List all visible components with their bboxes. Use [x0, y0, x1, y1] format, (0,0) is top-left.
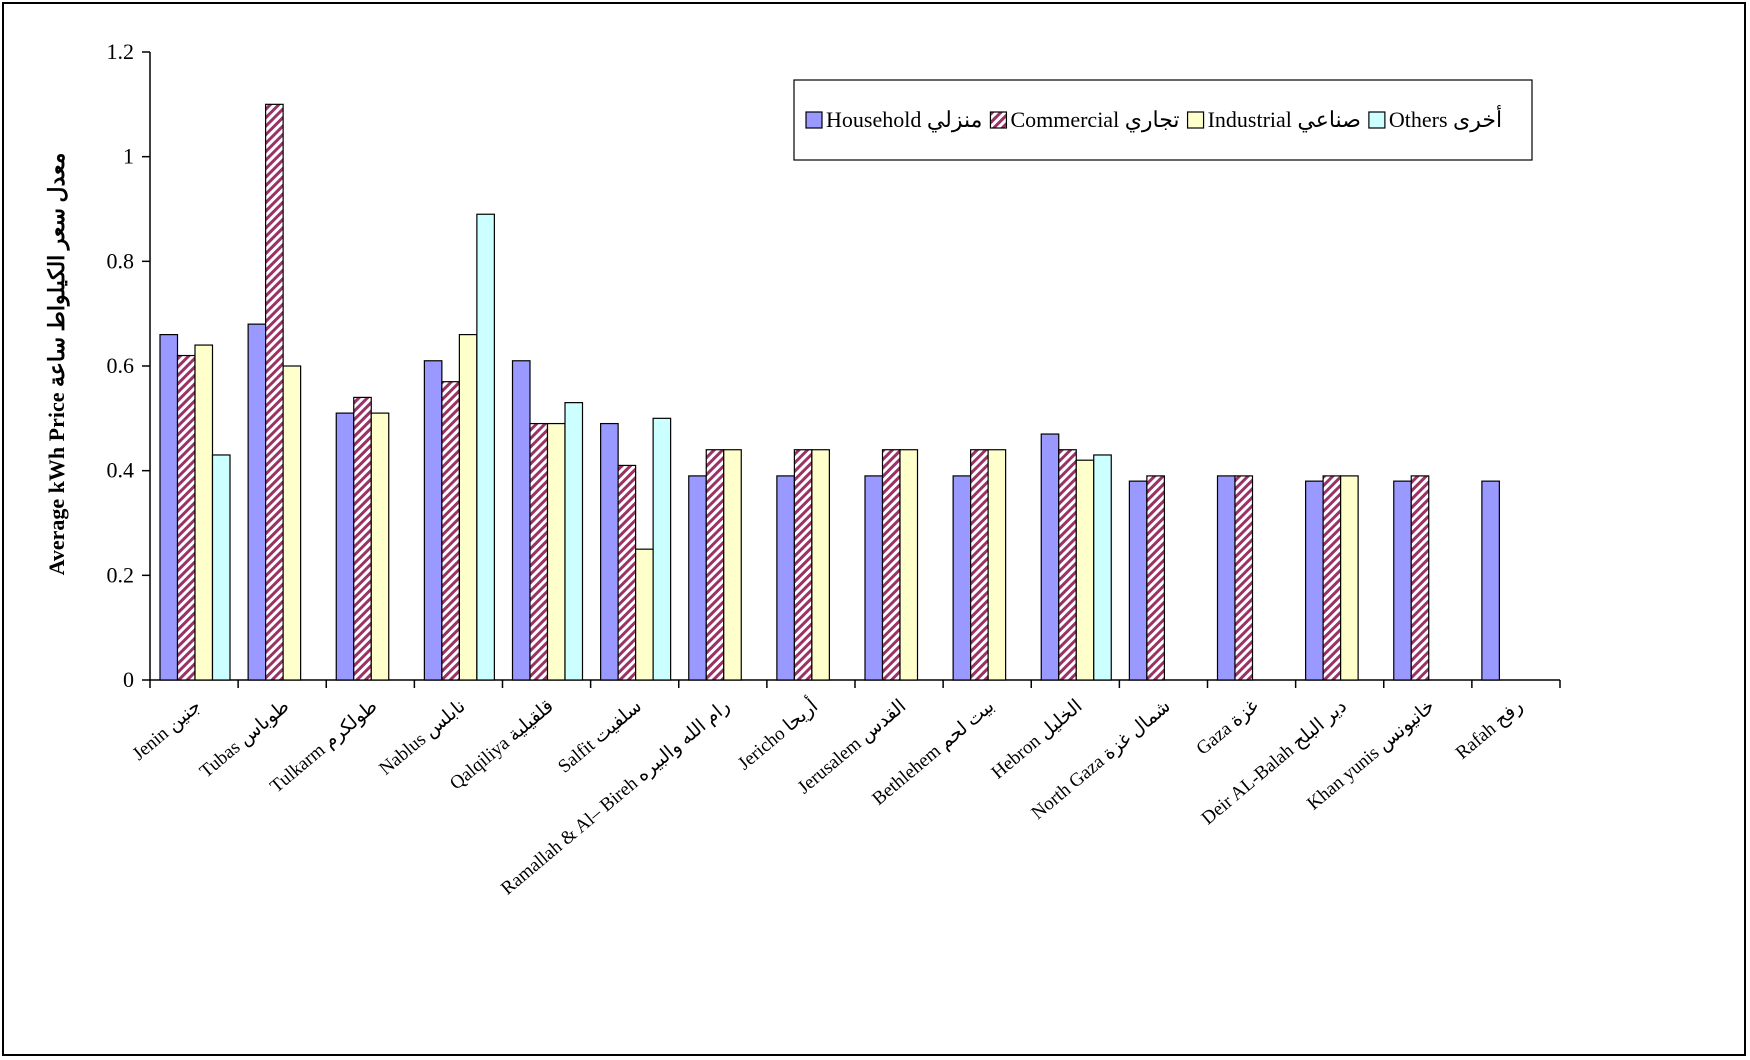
- bar: [441, 381, 460, 681]
- x-category-label: Nablus نابلس: [375, 696, 469, 780]
- bar: [776, 475, 795, 681]
- bar: [952, 475, 972, 681]
- bar: [970, 449, 989, 681]
- bar: [1075, 459, 1095, 681]
- bar: [159, 334, 179, 681]
- legend-entry: Household منزلي: [826, 107, 982, 133]
- bar: [511, 360, 531, 681]
- y-tick-label: 0.4: [107, 458, 135, 483]
- bar: [1234, 475, 1254, 681]
- legend-swatch: [989, 111, 1008, 129]
- bar: [458, 334, 478, 681]
- legend-entry: Industrial صناعي: [1208, 107, 1361, 132]
- bar: [793, 449, 813, 681]
- bar: [617, 464, 637, 681]
- bar: [1128, 480, 1148, 681]
- bar: [529, 422, 549, 681]
- bar: [1093, 454, 1112, 681]
- bar: [1058, 449, 1077, 681]
- bar: [864, 475, 884, 681]
- legend-swatch: [1186, 111, 1205, 129]
- bar: [353, 396, 372, 681]
- bar: [688, 475, 707, 681]
- y-tick-label: 0.6: [107, 353, 135, 378]
- x-category-label: Jericho أريحا: [731, 693, 822, 775]
- bar: [335, 412, 355, 681]
- y-tick-label: 1: [123, 144, 134, 169]
- legend-entry: Others أخرى: [1389, 104, 1502, 133]
- bar: [564, 402, 584, 681]
- bar: [1340, 475, 1359, 681]
- y-tick-labels: 0 0.2 0.4 0.6 0.8 1 1.2: [107, 39, 135, 692]
- bar: [1305, 480, 1324, 681]
- x-category-label: Deir AL-Balah دير البلح: [1198, 696, 1351, 829]
- bar: [1393, 480, 1412, 681]
- x-category-label: Gaza غزة: [1192, 696, 1262, 760]
- bar: [194, 344, 214, 681]
- legend-entry: Commercial تجاري: [1010, 107, 1179, 133]
- bar: [652, 417, 672, 681]
- bar: [1410, 475, 1430, 681]
- bar: [723, 449, 742, 681]
- legend: Household منزلي Commercial تجاري Industria…: [793, 79, 1533, 161]
- legend-swatch: [1368, 111, 1386, 129]
- bar: [1481, 480, 1500, 681]
- bar: [1040, 433, 1060, 681]
- bar: [247, 323, 267, 681]
- bar: [899, 449, 919, 681]
- bar: [987, 449, 1007, 681]
- y-axis-label: Average kWh Price معدل سعر الكيلواط ساعة: [44, 153, 70, 576]
- bar: [811, 449, 830, 681]
- y-tick-label: 0: [123, 667, 134, 692]
- bar: [476, 213, 495, 681]
- y-tick-label: 0.8: [107, 248, 135, 273]
- bar: [546, 422, 566, 681]
- bar: [265, 103, 284, 681]
- bar: [881, 449, 901, 681]
- bar: [423, 360, 443, 681]
- legend-swatch: [805, 111, 823, 129]
- bar: [1146, 475, 1165, 681]
- bar: [705, 449, 725, 681]
- bar: [600, 422, 619, 681]
- bar: [370, 412, 390, 681]
- y-tick-label: 1.2: [107, 39, 135, 64]
- bar: [1216, 475, 1236, 681]
- x-category-label: Jenin جنين: [129, 696, 206, 765]
- bar: [635, 548, 654, 681]
- bars: [159, 103, 1500, 681]
- bar: [282, 365, 302, 681]
- legend-box: [793, 79, 1533, 161]
- bar: [1322, 475, 1342, 681]
- bar: [211, 454, 231, 681]
- bar: [176, 354, 196, 681]
- x-category-label: Rafah رفح: [1452, 696, 1527, 764]
- y-tick-label: 0.2: [107, 562, 135, 587]
- x-category-label: Salfit سلفيت: [554, 696, 646, 778]
